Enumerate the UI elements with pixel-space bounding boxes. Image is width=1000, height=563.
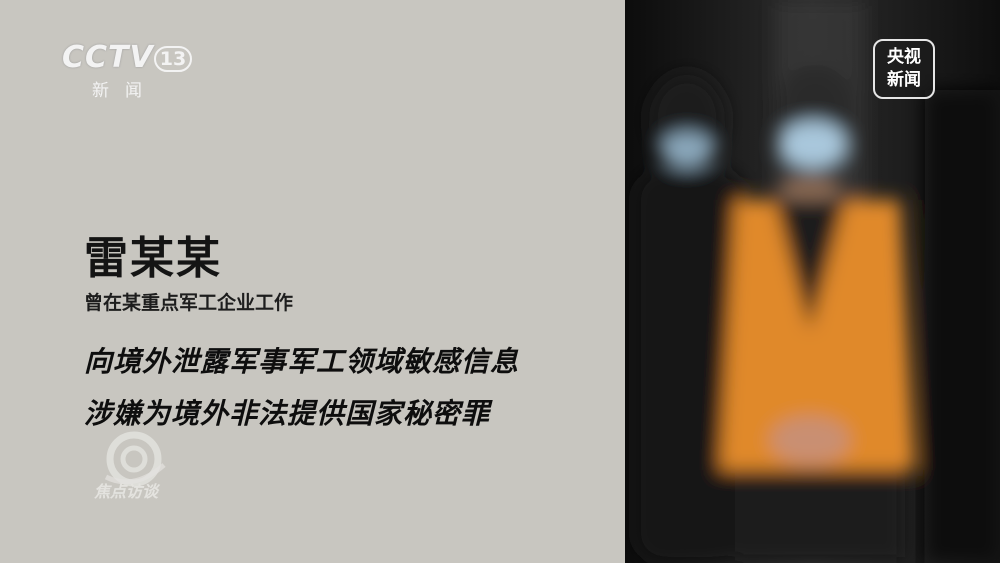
program-logo-icon [104, 431, 166, 487]
program-title: 焦点访谈 [94, 482, 159, 501]
blurred-scene-image [625, 0, 1000, 563]
cctv-brand-text: CCTV [62, 40, 154, 75]
badge-line-1: 央视 [887, 47, 921, 67]
suspect-name: 雷某某 [84, 233, 222, 284]
cctv13-logo: CCTV 13 新闻 [62, 40, 192, 101]
caption-panel: CCTV 13 新闻 雷某某 曾在某重点军工企业工作 向境外泄露军事军工领域敏感… [0, 0, 625, 563]
charge-description-line-2: 涉嫌为境外非法提供国家秘密罪 [84, 397, 491, 430]
blurred-photo [625, 0, 1000, 563]
channel-number: 13 [154, 46, 192, 72]
suspect-role: 曾在某重点军工企业工作 [84, 292, 294, 314]
cctv-news-badge: 央视 新闻 [873, 39, 935, 99]
charge-description-line-1: 向境外泄露军事军工领域敏感信息 [84, 345, 520, 378]
channel-subtitle: 新闻 [92, 81, 158, 101]
badge-line-2: 新闻 [887, 70, 921, 90]
